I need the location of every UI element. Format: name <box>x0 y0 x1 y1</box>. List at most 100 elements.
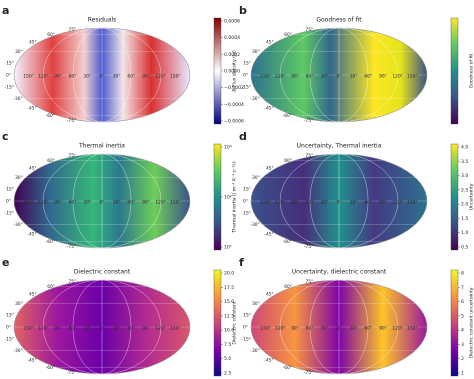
lon-label: 120° <box>392 326 403 332</box>
graticule <box>279 27 399 123</box>
colorbar-tick-label: 0.0006 <box>224 19 240 25</box>
lat-label: -45° <box>27 232 36 238</box>
panel-title: Goodness of fit <box>316 17 362 24</box>
lon-label: 90° <box>54 74 62 80</box>
lon-label: 60° <box>364 74 372 80</box>
graticule <box>42 153 162 249</box>
lat-label: 60° <box>284 32 292 38</box>
lat-label: 45° <box>266 39 274 45</box>
lon-label: 150° <box>23 326 34 332</box>
lon-label: 30° <box>350 326 358 332</box>
lon-label: 0° <box>100 200 105 206</box>
lon-label: 120° <box>38 74 49 80</box>
lat-label: 45° <box>29 39 37 45</box>
colorbar <box>213 17 222 125</box>
lat-label: -30° <box>250 222 259 228</box>
lat-label: 15° <box>6 312 14 318</box>
colorbar-tick-label: 12.5 <box>224 313 234 319</box>
lat-label: 60° <box>47 32 55 38</box>
lat-label: -60° <box>283 365 292 371</box>
lat-label: 75° <box>68 279 76 285</box>
lon-label: 90° <box>379 200 387 206</box>
lat-label: 75° <box>305 153 313 159</box>
lat-label: -60° <box>46 239 55 245</box>
lon-label: 0° <box>100 326 105 332</box>
colorbar-tick-label: 3.5 <box>461 159 468 165</box>
lat-label: -45° <box>27 358 36 364</box>
panel-letter: d <box>239 130 247 143</box>
panel-title: Thermal inertia <box>78 143 125 150</box>
lon-label: 120° <box>275 200 286 206</box>
lat-label: 0° <box>6 325 11 331</box>
lon-label: 90° <box>379 74 387 80</box>
lat-label: 0° <box>243 73 248 79</box>
lon-label: 90° <box>291 74 299 80</box>
lon-label: 60° <box>306 74 314 80</box>
lat-label: -45° <box>264 232 273 238</box>
panel-letter: c <box>2 130 9 143</box>
lat-label: -60° <box>46 113 55 119</box>
graticule <box>42 279 162 375</box>
lon-label: 60° <box>69 326 77 332</box>
lat-label: -45° <box>264 106 273 112</box>
colorbar-tick-label: 2 <box>461 356 464 362</box>
lon-label: 90° <box>54 200 62 206</box>
lon-label: 60° <box>306 200 314 206</box>
colorbar-tick-label: 6 <box>461 299 464 305</box>
colorbar-tick-label: −0.0004 <box>224 102 244 108</box>
lon-label: 0° <box>337 326 342 332</box>
lon-label: 120° <box>392 200 403 206</box>
lat-label: 30° <box>252 301 260 307</box>
lat-label: -75° <box>67 370 76 376</box>
panel-title: Dielectric constant <box>74 269 131 276</box>
lat-label: -75° <box>304 244 313 250</box>
lat-label: 0° <box>6 199 11 205</box>
panel-letter: e <box>2 256 9 269</box>
lat-label: -30° <box>13 222 22 228</box>
lon-label: 30° <box>83 326 91 332</box>
lon-label: 0° <box>337 200 342 206</box>
colorbar-tick-label: 4.0 <box>461 145 468 151</box>
lat-label: 30° <box>15 49 23 55</box>
colorbar <box>213 269 222 377</box>
colorbar-tick-label: 7.5 <box>224 342 231 348</box>
lat-label: -75° <box>304 118 313 124</box>
lon-label: 60° <box>127 200 135 206</box>
colorbar-tick-label: 20.0 <box>224 271 234 277</box>
lat-label: 60° <box>47 284 55 290</box>
lon-label: 90° <box>54 326 62 332</box>
lat-label: -15° <box>242 85 251 91</box>
panel: aResiduals75°60°45°30°15°0°-15°-30°-45°-… <box>2 4 244 125</box>
lat-label: 45° <box>29 165 37 171</box>
lon-label: 0° <box>100 74 105 80</box>
lon-label: 150° <box>170 200 181 206</box>
panel-title: Uncertainty, Thermal inertia <box>297 143 382 150</box>
lon-label: 90° <box>291 326 299 332</box>
lon-label: 120° <box>275 326 286 332</box>
lon-label: 90° <box>142 74 150 80</box>
lat-label: -15° <box>242 337 251 343</box>
panel-title: Residuals <box>88 17 116 24</box>
colorbar-tick-label: 10¹ <box>224 245 232 251</box>
panel: d Uncertainty, Thermal inertia 75° 60° 45° 30… <box>239 130 474 251</box>
colorbar-tick-label: 15.0 <box>224 299 234 305</box>
lat-label: -30° <box>250 96 259 102</box>
lat-label: 0° <box>243 199 248 205</box>
panel-letter: a <box>2 4 9 17</box>
lon-label: 120° <box>155 326 166 332</box>
lon-label: 60° <box>306 326 314 332</box>
lon-label: 60° <box>69 74 77 80</box>
graticule <box>42 27 162 123</box>
lat-label: 0° <box>243 325 248 331</box>
lon-label: 150° <box>407 326 418 332</box>
graticule <box>279 279 399 375</box>
lon-label: 30° <box>320 74 328 80</box>
colorbar <box>450 17 459 125</box>
lon-label: 150° <box>260 74 271 80</box>
colorbar-tick-label: 8 <box>461 271 464 277</box>
lat-label: -45° <box>264 358 273 364</box>
lat-label: -75° <box>67 118 76 124</box>
